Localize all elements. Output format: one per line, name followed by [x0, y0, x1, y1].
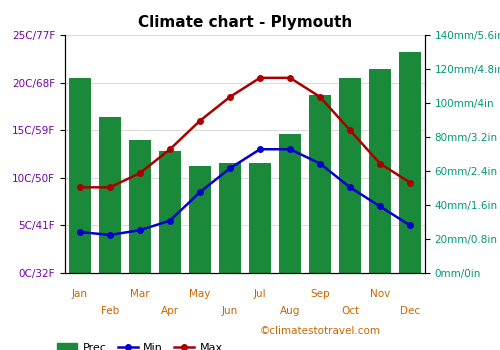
Bar — [249, 162, 271, 273]
Text: ©climatestotravel.com: ©climatestotravel.com — [260, 326, 381, 336]
Bar — [369, 69, 391, 273]
Text: Mar: Mar — [130, 289, 150, 299]
Text: Jun: Jun — [222, 306, 238, 316]
Text: May: May — [190, 289, 210, 299]
Legend: Prec, Min, Max: Prec, Min, Max — [52, 338, 227, 350]
Text: Apr: Apr — [161, 306, 179, 316]
Bar — [309, 94, 331, 273]
Title: Climate chart - Plymouth: Climate chart - Plymouth — [138, 15, 352, 30]
Bar — [99, 117, 121, 273]
Text: Feb: Feb — [101, 306, 119, 316]
Bar — [159, 150, 181, 273]
Bar — [129, 140, 151, 273]
Text: Nov: Nov — [370, 289, 390, 299]
Bar — [219, 162, 241, 273]
Bar — [339, 77, 361, 273]
Bar — [399, 52, 421, 273]
Text: Jul: Jul — [254, 289, 266, 299]
Text: Oct: Oct — [341, 306, 359, 316]
Text: Aug: Aug — [280, 306, 300, 316]
Text: Dec: Dec — [400, 306, 420, 316]
Bar — [69, 77, 91, 273]
Bar — [279, 134, 301, 273]
Bar — [189, 166, 211, 273]
Text: Jan: Jan — [72, 289, 88, 299]
Text: Sep: Sep — [310, 289, 330, 299]
